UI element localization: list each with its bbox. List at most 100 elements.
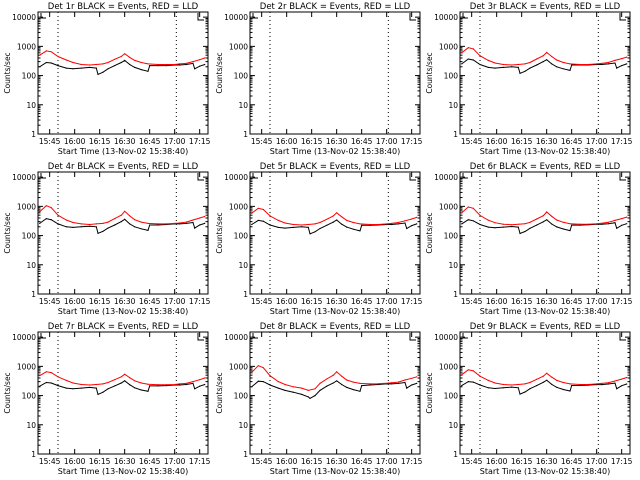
data-point: [524, 230, 526, 233]
data-point: [352, 381, 354, 383]
plot-frame: [249, 331, 421, 455]
data-point: [479, 63, 481, 66]
data-point: [45, 371, 47, 373]
x-tick-label: 16:15: [301, 457, 323, 466]
data-point: [39, 211, 41, 213]
data-point: [157, 223, 159, 225]
data-point: [95, 223, 97, 225]
x-tick-label: 17:00: [376, 297, 398, 306]
data-point: [562, 68, 564, 70]
x-tick-label: 16:30: [536, 137, 558, 146]
data-point: [65, 387, 67, 389]
data-point: [319, 382, 321, 384]
x-tick-label: 16:15: [89, 137, 111, 146]
events-series-line: [39, 380, 205, 396]
corner-marker: [462, 333, 468, 339]
data-point: [80, 223, 82, 225]
data-point: [134, 226, 136, 228]
data-point: [556, 379, 558, 381]
y-tick-label: 100: [234, 392, 249, 401]
data-point: [397, 223, 399, 225]
data-point: [89, 64, 91, 66]
y-tick-label: 1: [243, 130, 248, 139]
data-point: [301, 393, 303, 395]
data-point: [124, 210, 126, 212]
data-point: [614, 219, 616, 221]
data-point: [292, 391, 294, 393]
data-point: [386, 223, 388, 225]
x-tick-label: 16:15: [301, 297, 323, 306]
data-point: [626, 376, 628, 379]
y-axis-label: Counts/sec: [215, 52, 224, 93]
data-point: [352, 228, 354, 230]
data-point: [346, 219, 348, 221]
data-point: [174, 222, 176, 224]
data-point: [511, 225, 513, 228]
data-point: [50, 62, 52, 64]
data-point: [314, 388, 316, 390]
data-point: [542, 61, 544, 63]
data-point: [511, 66, 513, 68]
panel-title: Det 3r BLACK = Events, RED = LLD: [470, 2, 621, 12]
x-tick-label: 16:45: [561, 297, 583, 306]
data-point: [114, 58, 116, 60]
data-point: [556, 66, 558, 68]
data-point: [194, 68, 196, 70]
y-tick-label: 10000: [12, 173, 36, 182]
panel-title: Det 4r BLACK = Events, RED = LLD: [48, 162, 199, 172]
panel-title: Det 7r BLACK = Events, RED = LLD: [48, 322, 199, 332]
data-point: [192, 221, 194, 224]
data-point: [562, 61, 564, 64]
data-point: [192, 381, 194, 383]
data-point: [134, 387, 136, 389]
y-tick-label: 100: [444, 232, 459, 241]
plot-frame: [249, 171, 421, 295]
data-point: [39, 385, 41, 387]
data-point: [269, 224, 271, 226]
data-point: [102, 222, 104, 224]
y-tick-label: 10000: [224, 173, 248, 182]
data-point: [524, 70, 526, 72]
data-point: [529, 67, 531, 69]
x-tick-label: 16:30: [114, 137, 136, 146]
data-point: [114, 385, 116, 387]
plot-frame: [459, 11, 631, 135]
data-point: [332, 221, 334, 223]
data-point: [80, 67, 82, 69]
data-point: [529, 221, 531, 223]
y-axis-label: Counts/sec: [3, 212, 12, 253]
data-point: [614, 382, 616, 384]
x-tick-label: 16:30: [326, 457, 348, 466]
data-point: [284, 389, 286, 391]
events-series-line: [251, 219, 417, 235]
data-point: [326, 385, 328, 387]
data-point: [607, 63, 609, 65]
panel-title: Det 6r BLACK = Events, RED = LLD: [470, 162, 621, 172]
data-point: [292, 386, 294, 388]
x-tick-label: 16:00: [276, 457, 298, 466]
data-point: [251, 386, 253, 388]
data-point: [107, 68, 109, 70]
data-point: [284, 222, 286, 224]
plot-frame: [37, 11, 209, 135]
data-point: [50, 219, 52, 221]
data-point: [472, 220, 474, 222]
y-tick-label: 10: [26, 421, 36, 430]
data-point: [65, 67, 67, 69]
data-point: [89, 223, 91, 226]
data-point: [319, 227, 321, 230]
data-point: [524, 63, 526, 65]
plot-frame: [249, 11, 421, 135]
data-point: [551, 383, 553, 385]
data-point: [262, 220, 264, 222]
data-point: [204, 215, 206, 218]
data-point: [461, 212, 463, 214]
data-point: [616, 67, 618, 69]
data-point: [569, 230, 571, 232]
data-point: [479, 375, 481, 377]
panel-1: Det 1r BLACK = Events, RED = LLD 1 10 100 10…: [3, 2, 211, 156]
data-point: [551, 215, 553, 217]
data-point: [511, 386, 513, 388]
lld-series-line: [461, 47, 627, 66]
data-point: [562, 381, 564, 384]
